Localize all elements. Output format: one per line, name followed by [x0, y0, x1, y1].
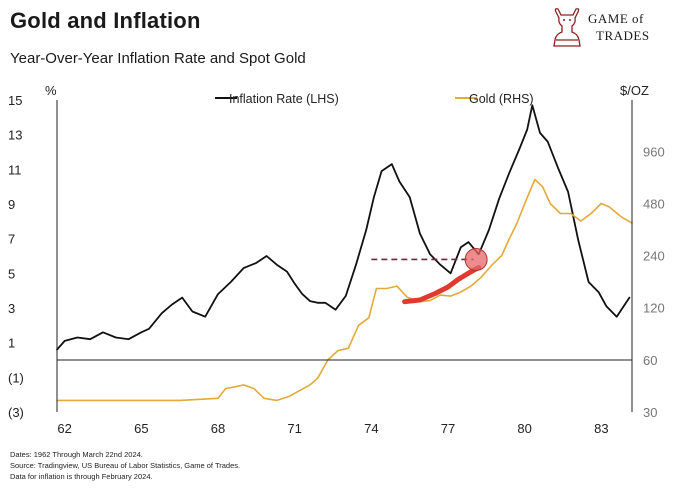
- gold-series-line: [56, 178, 633, 402]
- left-tick-label: 11: [8, 162, 22, 177]
- legend-label: Gold (RHS): [469, 92, 534, 106]
- right-tick-label: 30: [643, 405, 657, 420]
- left-axis-unit: %: [45, 83, 57, 98]
- left-tick-label: 3: [8, 301, 15, 316]
- left-tick-label: 13: [8, 128, 22, 143]
- footer-line-dates: Dates: 1962 Through March 22nd 2024.: [10, 450, 143, 459]
- x-tick-label: 83: [594, 421, 608, 436]
- x-tick-label: 77: [441, 421, 455, 436]
- legend-label: Inflation Rate (LHS): [229, 92, 339, 106]
- game-of-trades-logo: GAME of TRADES: [550, 6, 670, 48]
- left-tick-label: 9: [8, 197, 15, 212]
- right-tick-label: 120: [643, 301, 665, 316]
- footer-line-source: Source: Tradingview, US Bureau of Labor …: [10, 461, 241, 470]
- highlight-gold-segment: [402, 265, 482, 305]
- bull-icon: [553, 8, 581, 47]
- x-tick-label: 71: [287, 421, 301, 436]
- right-tick-label: 480: [643, 196, 665, 211]
- left-tick-label: 15: [8, 93, 22, 108]
- footer-line-note: Data for inflation is through February 2…: [10, 472, 153, 481]
- left-tick-label: 5: [8, 266, 15, 281]
- x-tick-label: 74: [364, 421, 378, 436]
- gold-inflation-chart: 15 13 11 9 7 5 3 1 (1) (3)% 960 480 240 120 60 30 $/OZ 62…: [8, 83, 665, 436]
- left-tick-label: 1: [8, 336, 15, 351]
- x-tick-label: 80: [517, 421, 531, 436]
- right-tick-label: 240: [643, 249, 665, 264]
- right-axis-unit: $/OZ: [620, 83, 649, 98]
- logo-line-2: TRADES: [596, 28, 650, 43]
- chart-footer: Dates: 1962 Through March 22nd 2024. Sou…: [10, 449, 240, 482]
- inflation-series-line: [56, 104, 631, 351]
- x-tick-label: 65: [134, 421, 148, 436]
- left-tick-label: (1): [8, 370, 24, 385]
- x-tick-label: 68: [211, 421, 225, 436]
- chart-subtitle: Year-Over-Year Inflation Rate and Spot G…: [10, 50, 306, 67]
- left-tick-label: (3): [8, 405, 24, 420]
- logo-line-1: GAME of: [588, 11, 644, 26]
- right-tick-label: 60: [643, 353, 657, 368]
- x-tick-label: 62: [57, 421, 71, 436]
- right-tick-label: 960: [643, 144, 665, 159]
- chart-title: Gold and Inflation: [10, 8, 201, 33]
- highlight-circle: [464, 247, 488, 271]
- left-tick-label: 7: [8, 232, 15, 247]
